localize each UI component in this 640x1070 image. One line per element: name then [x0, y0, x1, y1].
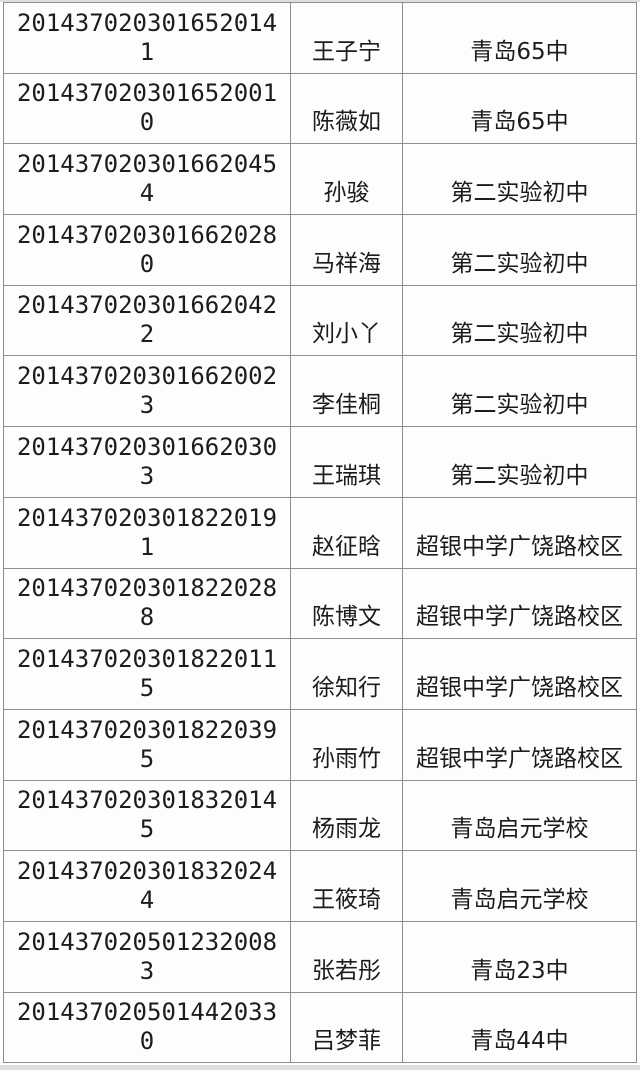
student-name-cell: 陈博文: [290, 567, 403, 640]
student-id-cell: 2014370203018220191: [3, 496, 291, 569]
student-table-body: 2014370203016520141 王子宁 青岛65中 2014370203…: [3, 2, 637, 1064]
student-id-cell: 2014370203016620303: [3, 426, 291, 498]
student-id-cell: 2014370203018220288: [3, 567, 291, 640]
student-name-cell: 孙雨竹: [290, 708, 403, 781]
student-school-cell: 青岛44中: [402, 991, 637, 1064]
student-school-cell: 超银中学广饶路校区: [402, 567, 637, 640]
student-school-cell: 第二实验初中: [402, 214, 637, 286]
student-school-cell: 青岛65中: [402, 2, 637, 74]
student-name-cell: 赵征晗: [290, 496, 403, 569]
student-name-cell: 杨雨龙: [290, 779, 403, 852]
student-name-cell: 陈薇如: [290, 72, 403, 145]
table-row: 2014370203018320244 王筱琦 青岛启元学校: [3, 850, 637, 922]
table-row: 2014370203016620422 刘小丫 第二实验初中: [3, 284, 637, 357]
student-id-cell: 2014370203018320145: [3, 779, 291, 852]
student-id-cell: 2014370205014420330: [3, 991, 291, 1064]
student-name-cell: 王子宁: [290, 2, 403, 74]
student-name-cell: 马祥海: [290, 214, 403, 286]
student-name-cell: 刘小丫: [290, 284, 403, 357]
student-id-cell: 2014370203016520141: [3, 2, 291, 74]
student-id-cell: 2014370203016620454: [3, 143, 291, 216]
table-row: 2014370203018220191 赵征晗 超银中学广饶路校区: [3, 496, 637, 569]
student-school-cell: 第二实验初中: [402, 143, 637, 216]
student-school-cell: 第二实验初中: [402, 355, 637, 428]
table-row: 2014370203018220395 孙雨竹 超银中学广饶路校区: [3, 708, 637, 781]
table-row: 2014370203016620280 马祥海 第二实验初中: [3, 214, 637, 286]
student-school-cell: 超银中学广饶路校区: [402, 638, 637, 710]
student-name-cell: 李佳桐: [290, 355, 403, 428]
student-id-cell: 2014370203016520010: [3, 72, 291, 145]
table-row: 2014370203016620023 李佳桐 第二实验初中: [3, 355, 637, 428]
student-id-cell: 2014370203018220395: [3, 708, 291, 781]
table-row: 2014370203018220115 徐知行 超银中学广饶路校区: [3, 638, 637, 710]
student-name-cell: 徐知行: [290, 638, 403, 710]
table-row: 2014370203018320145 杨雨龙 青岛启元学校: [3, 779, 637, 852]
table-row: 2014370203016520010 陈薇如 青岛65中: [3, 72, 637, 145]
student-id-cell: 2014370205012320083: [3, 920, 291, 993]
student-name-cell: 吕梦菲: [290, 991, 403, 1064]
student-id-cell: 2014370203016620280: [3, 214, 291, 286]
table-row: 2014370203016520141 王子宁 青岛65中: [3, 2, 637, 74]
student-name-cell: 王瑞琪: [290, 426, 403, 498]
table-row: 2014370203016620454 孙骏 第二实验初中: [3, 143, 637, 216]
student-id-cell: 2014370203016620422: [3, 284, 291, 357]
student-school-cell: 第二实验初中: [402, 426, 637, 498]
student-school-cell: 超银中学广饶路校区: [402, 708, 637, 781]
student-school-cell: 第二实验初中: [402, 284, 637, 357]
table-row: 2014370203016620303 王瑞琪 第二实验初中: [3, 426, 637, 498]
student-id-cell: 2014370203016620023: [3, 355, 291, 428]
student-school-cell: 超银中学广饶路校区: [402, 496, 637, 569]
table-row: 2014370205012320083 张若彤 青岛23中: [3, 920, 637, 993]
student-school-cell: 青岛65中: [402, 72, 637, 145]
student-id-cell: 2014370203018220115: [3, 638, 291, 710]
student-name-cell: 王筱琦: [290, 850, 403, 922]
student-school-cell: 青岛启元学校: [402, 779, 637, 852]
student-school-cell: 青岛启元学校: [402, 850, 637, 922]
student-name-cell: 孙骏: [290, 143, 403, 216]
student-list-table: 2014370203016520141 王子宁 青岛65中 2014370203…: [3, 2, 637, 1064]
table-row: 2014370205014420330 吕梦菲 青岛44中: [3, 991, 637, 1064]
student-name-cell: 张若彤: [290, 920, 403, 993]
student-id-cell: 2014370203018320244: [3, 850, 291, 922]
student-school-cell: 青岛23中: [402, 920, 637, 993]
table-row: 2014370203018220288 陈博文 超银中学广饶路校区: [3, 567, 637, 640]
